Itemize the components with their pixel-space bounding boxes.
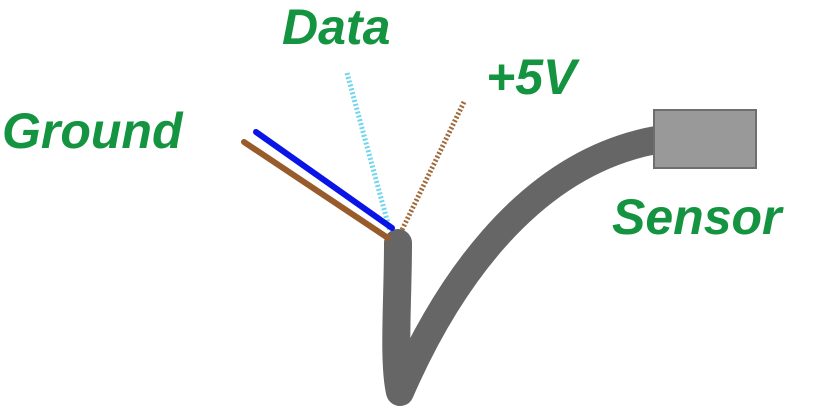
data-label: Data xyxy=(282,0,391,55)
cable-split-cap xyxy=(384,232,412,244)
sensor-body xyxy=(653,109,757,169)
ground-label: Ground xyxy=(2,103,183,159)
data-wire xyxy=(344,72,393,232)
brown-wire xyxy=(241,139,391,241)
plus5v-label: +5V xyxy=(486,49,577,105)
sensor-cable xyxy=(382,126,670,406)
sensor-label: Sensor xyxy=(612,189,782,245)
plus5v-wire xyxy=(399,100,467,232)
ground-wire xyxy=(253,129,395,231)
